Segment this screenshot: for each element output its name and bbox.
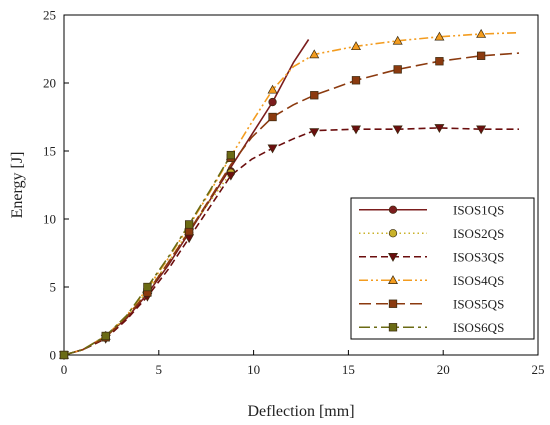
y-tick-label: 0 bbox=[50, 348, 57, 363]
data-point-isos3qs bbox=[350, 125, 361, 135]
x-axis-title: Deflection [mm] bbox=[247, 403, 354, 420]
legend-marker-isos4qs bbox=[388, 275, 398, 284]
y-tick-label: 5 bbox=[50, 280, 57, 295]
data-point-isos5qs bbox=[268, 112, 277, 122]
series-markers-layer bbox=[59, 28, 487, 361]
data-point-isos4qs bbox=[434, 31, 445, 41]
legend-marker-isos2qs bbox=[388, 229, 398, 238]
data-point-isos3qs bbox=[434, 124, 445, 133]
data-point-isos4qs bbox=[267, 84, 278, 94]
legend: ISOS1QS ISOS2QS ISOS3QS ISOS4QS ISOS5QS ISOS6… bbox=[350, 197, 535, 340]
data-point-isos3qs bbox=[392, 125, 403, 135]
x-tick-label: 15 bbox=[342, 362, 355, 377]
legend-label-isos4qs: ISOS4QS bbox=[453, 273, 504, 288]
series-line-isos6qs bbox=[63, 154, 232, 356]
y-tick-label: 25 bbox=[43, 8, 56, 23]
plot-frame-layer bbox=[63, 14, 539, 356]
data-point-isos6qs bbox=[143, 282, 152, 292]
y-tick-label: 10 bbox=[43, 212, 56, 227]
data-point-isos5qs bbox=[476, 51, 486, 60]
legend-label-isos3qs: ISOS3QS bbox=[453, 249, 504, 264]
x-tick-label: 0 bbox=[61, 362, 68, 377]
legend-marker-isos6qs bbox=[388, 323, 398, 332]
legend-label-isos2qs: ISOS2QS bbox=[453, 226, 504, 241]
data-point-isos1qs bbox=[268, 97, 277, 107]
data-point-isos4qs bbox=[476, 28, 487, 38]
data-point-isos5qs bbox=[310, 91, 319, 100]
data-point-isos6qs bbox=[101, 331, 110, 341]
data-point-isos3qs bbox=[267, 144, 278, 154]
legend-label-isos1qs: ISOS1QS bbox=[453, 202, 504, 217]
data-point-isos6qs bbox=[184, 220, 194, 229]
data-point-isos3qs bbox=[225, 171, 236, 181]
legend-marker-isos1qs bbox=[388, 205, 398, 214]
data-point-isos3qs bbox=[309, 128, 320, 138]
legend-box bbox=[350, 197, 535, 340]
x-tick-label: 10 bbox=[247, 362, 260, 377]
data-point-isos5qs bbox=[351, 76, 361, 85]
x-tick-label: 25 bbox=[532, 362, 545, 377]
data-point-isos5qs bbox=[393, 65, 402, 74]
data-point-isos5qs bbox=[435, 57, 444, 66]
data-point-isos6qs bbox=[226, 150, 235, 160]
y-axis-title: Energy [J] bbox=[9, 152, 26, 219]
x-tick-label: 5 bbox=[156, 362, 163, 377]
data-point-isos6qs bbox=[59, 350, 69, 360]
legend-label-isos6qs: ISOS6QS bbox=[453, 320, 504, 335]
plot-area-border bbox=[63, 14, 539, 356]
data-point-isos4qs bbox=[392, 35, 403, 45]
series-line-isos3qs bbox=[63, 127, 519, 356]
y-tick-label: 20 bbox=[43, 76, 56, 91]
y-tick-label: 15 bbox=[43, 144, 56, 159]
series-line-isos5qs bbox=[63, 52, 520, 356]
legend-label-isos5qs: ISOS5QS bbox=[453, 296, 504, 311]
data-point-isos4qs bbox=[309, 49, 320, 59]
data-point-isos3qs bbox=[476, 125, 487, 135]
axis-ticks-layer: 0 5 10 15 20 25 0 5 10 15 20 25 bbox=[43, 8, 545, 378]
x-tick-label: 20 bbox=[437, 362, 450, 377]
legend-marker-isos3qs bbox=[388, 253, 398, 262]
legend-marker-isos5qs bbox=[388, 299, 398, 308]
data-point-isos4qs bbox=[350, 41, 361, 51]
